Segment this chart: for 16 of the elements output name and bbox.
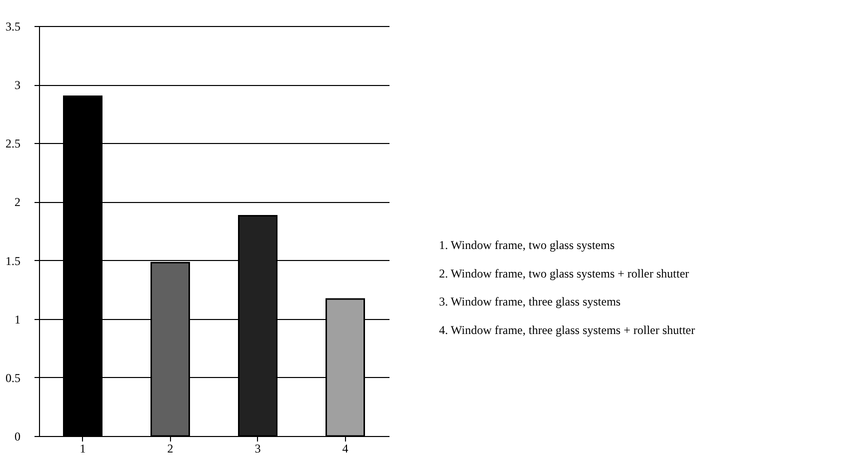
y-tick-label: 3.5 — [6, 20, 20, 34]
text: 2. Window frame, two glass systems + roller shutter — [439, 266, 690, 280]
y-tick-label: 1.5 — [6, 254, 20, 268]
x-tick-label: 4 — [342, 442, 348, 456]
x-tick-label: 2 — [167, 442, 174, 456]
y-tick-label: 0 — [14, 430, 20, 444]
y-tick-label: 1 — [14, 312, 20, 326]
y-tick-label: 0.5 — [6, 370, 20, 385]
text: 1. Window frame, two glass systems — [439, 238, 615, 252]
y-tick-label: 2 — [14, 195, 20, 210]
y-tick-label: 2.5 — [6, 136, 20, 151]
text: 4. Window frame, three glass systems + roller shutter — [439, 322, 696, 337]
x-tick-label: 3 — [254, 442, 261, 456]
text: 3. Window frame, three glass systems — [439, 294, 621, 309]
x-tick-label: 1 — [80, 442, 86, 456]
y-tick-label: 3 — [14, 78, 20, 92]
